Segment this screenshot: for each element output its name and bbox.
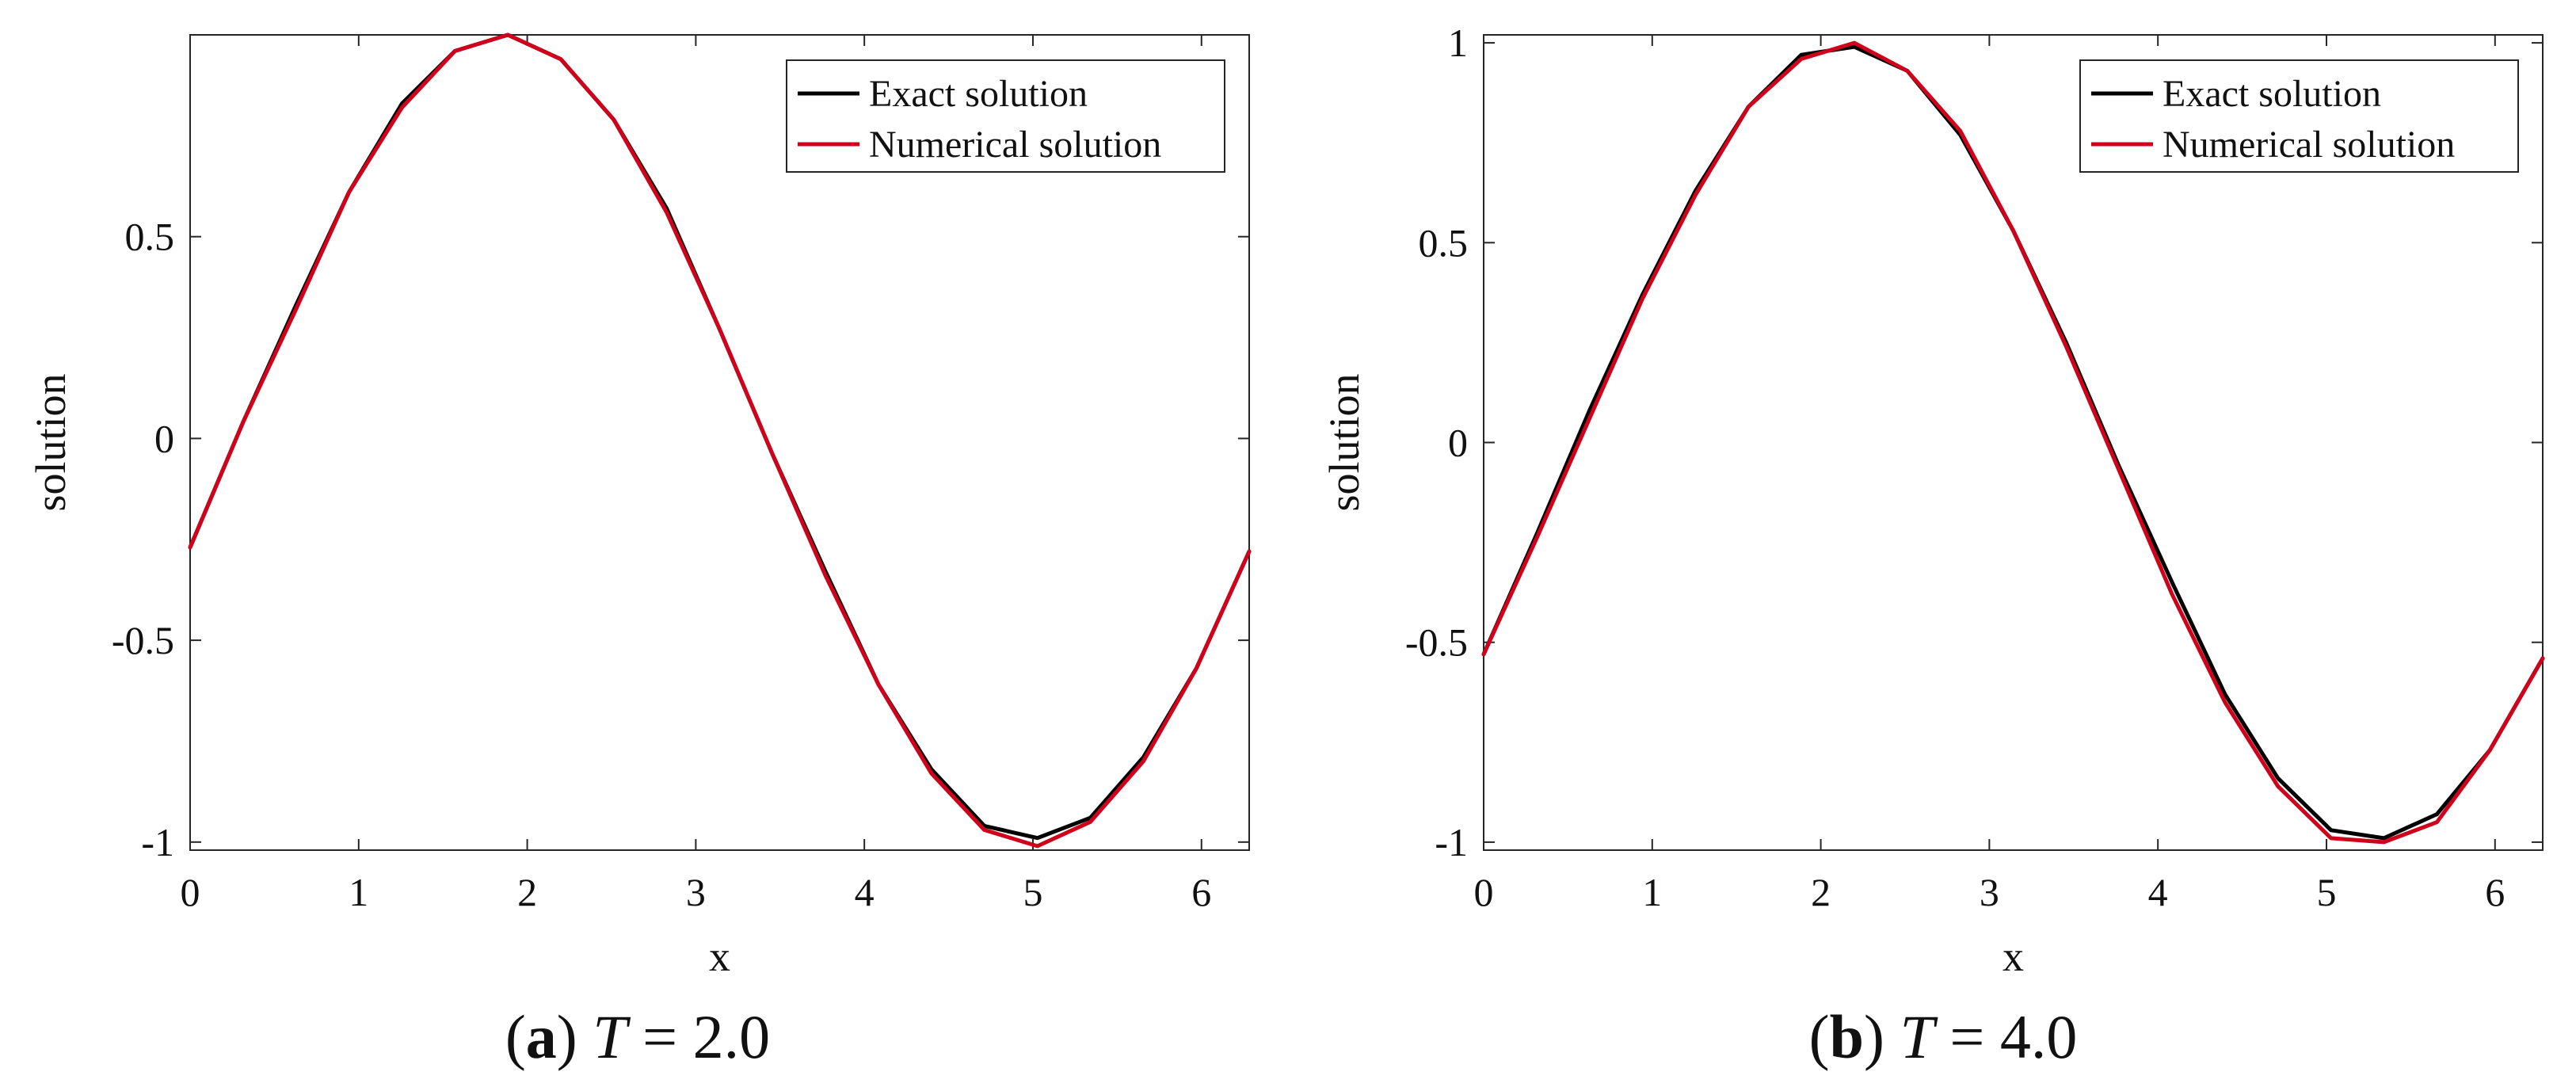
x-tick-label-b: 3 <box>1980 870 1999 914</box>
caption-a-var: T <box>593 1002 631 1071</box>
x-tick-label-b: 6 <box>2485 870 2505 914</box>
x-tick-label-a: 0 <box>181 870 200 914</box>
x-tick-label-a: 1 <box>349 870 368 914</box>
chart-b: 0 1 2 3 4 5 6 -1 -0.5 0 0.5 1 x solution Exact solutio… <box>1320 21 2545 980</box>
series-line-b-numerical <box>1481 40 2545 845</box>
legend-label-b-numerical: Numerical solution <box>2163 124 2455 166</box>
y-tick-label-a: -0.5 <box>112 618 174 662</box>
caption-a: (a) T = 2.0 <box>505 1002 770 1071</box>
caption-b-label: b <box>1830 1002 1864 1071</box>
y-tick-label-b: 1 <box>1448 21 1468 65</box>
x-axis-label-a: x <box>709 933 730 980</box>
caption-b-val: 4.0 <box>2000 1002 2078 1071</box>
plot-frame-a <box>189 34 1250 851</box>
chart-a: 0 1 2 3 4 5 6 -1 -0.5 0 0.5 x solution Exact solution… <box>27 32 1252 980</box>
caption-a-close: ) <box>557 1002 593 1071</box>
y-tick-label-b: -1 <box>1435 820 1468 864</box>
y-axis-label-a: solution <box>27 373 74 511</box>
caption-a-label: a <box>526 1002 557 1071</box>
x-tick-label-a: 2 <box>517 870 537 914</box>
caption-b: (b) T = 4.0 <box>1809 1002 2078 1071</box>
caption-b-eq: = <box>1934 1002 2000 1071</box>
y-tick-label-a: 0 <box>154 416 174 460</box>
y-tick-label-a: 0.5 <box>125 215 175 259</box>
y-tick-label-b: -0.5 <box>1405 620 1468 665</box>
caption-a-val: 2.0 <box>693 1002 771 1071</box>
caption-a-open: ( <box>505 1002 526 1071</box>
y-tick-label-b: 0 <box>1448 421 1468 465</box>
caption-b-close: ) <box>1864 1002 1900 1071</box>
y-axis-label-b: solution <box>1320 373 1368 511</box>
x-tick-label-b: 1 <box>1642 870 1662 914</box>
x-tick-label-a: 5 <box>1023 870 1042 914</box>
x-tick-label-a: 6 <box>1191 870 1211 914</box>
y-tick-label-b: 0.5 <box>1419 220 1469 265</box>
legend-label-a-exact: Exact solution <box>869 73 1088 115</box>
x-tick-label-a: 3 <box>686 870 706 914</box>
legend-label-b-exact: Exact solution <box>2163 73 2381 115</box>
x-axis-label-b: x <box>2002 933 2024 980</box>
series-line-a-numerical <box>188 32 1252 849</box>
x-tick-label-b: 5 <box>2316 870 2336 914</box>
x-tick-label-b: 4 <box>2148 870 2168 914</box>
legend-box-a <box>786 59 1225 173</box>
x-tick-label-b: 0 <box>1474 870 1494 914</box>
caption-b-open: ( <box>1809 1002 1830 1071</box>
legend-label-a-numerical: Numerical solution <box>869 124 1161 166</box>
legend-box-b <box>2079 59 2519 173</box>
x-tick-label-b: 2 <box>1811 870 1831 914</box>
y-tick-label-a: -1 <box>141 820 174 864</box>
caption-b-var: T <box>1900 1002 1938 1071</box>
x-tick-label-a: 4 <box>855 870 875 914</box>
caption-a-eq: = <box>627 1002 693 1071</box>
